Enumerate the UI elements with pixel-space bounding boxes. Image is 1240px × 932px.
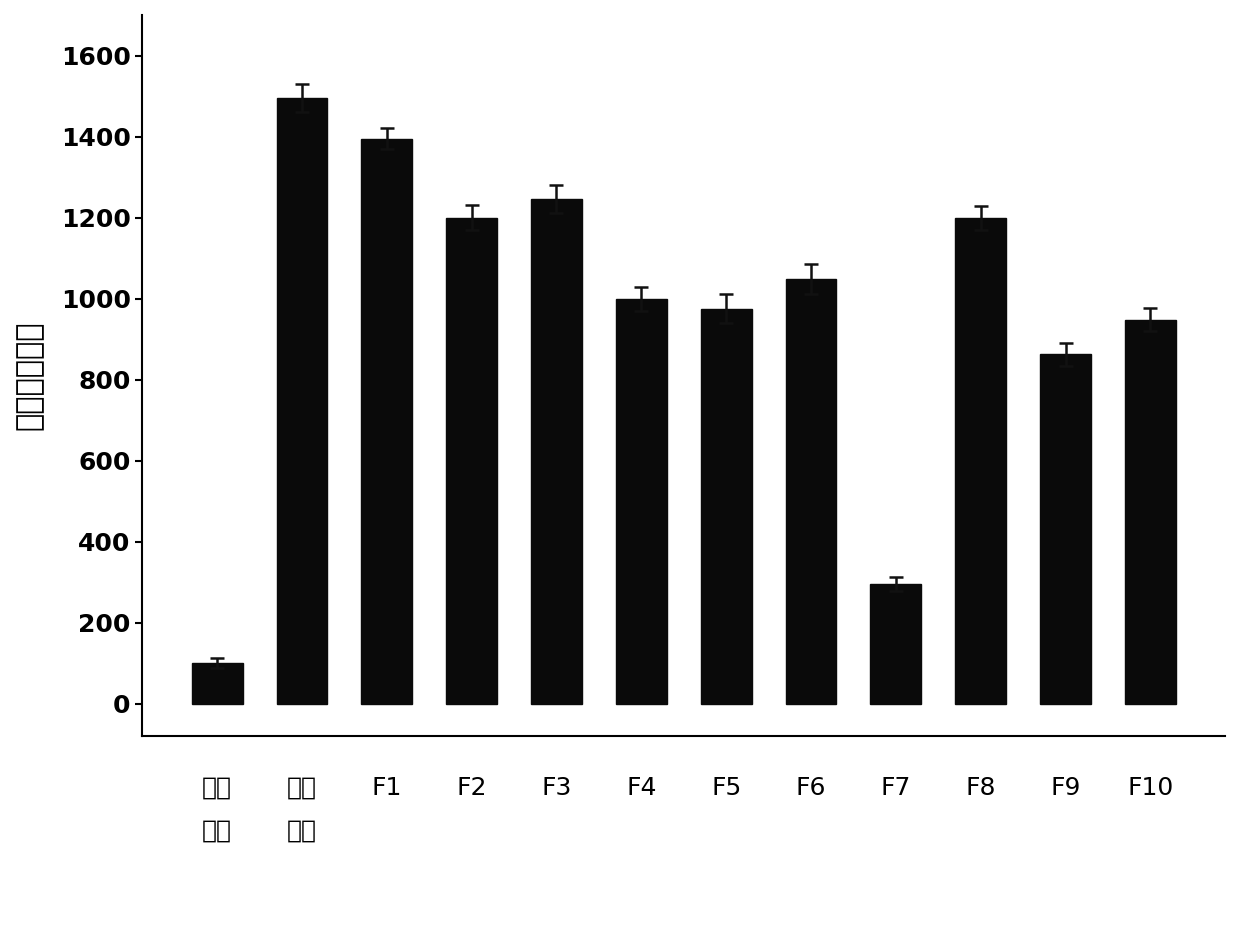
Text: F5: F5 xyxy=(711,775,742,800)
Bar xyxy=(531,199,582,704)
Bar xyxy=(446,217,497,704)
Text: 阳性: 阳性 xyxy=(286,775,317,800)
Bar xyxy=(277,98,327,704)
Text: F2: F2 xyxy=(456,775,487,800)
Text: F1: F1 xyxy=(372,775,402,800)
Text: F3: F3 xyxy=(542,775,572,800)
Text: F8: F8 xyxy=(966,775,996,800)
Text: 对照: 对照 xyxy=(286,819,317,843)
Bar xyxy=(192,663,243,704)
Text: F6: F6 xyxy=(796,775,826,800)
Y-axis label: 荼光素酥活性: 荼光素酥活性 xyxy=(15,321,43,431)
Bar xyxy=(786,279,837,704)
Bar xyxy=(616,299,667,704)
Bar xyxy=(361,139,412,704)
Text: F10: F10 xyxy=(1127,775,1173,800)
Bar xyxy=(955,218,1006,704)
Text: F9: F9 xyxy=(1050,775,1081,800)
Bar xyxy=(1040,354,1091,704)
Bar xyxy=(701,308,751,704)
Text: F4: F4 xyxy=(626,775,656,800)
Bar xyxy=(1125,320,1176,704)
Text: 空白: 空白 xyxy=(202,775,232,800)
Bar xyxy=(870,584,921,704)
Text: F7: F7 xyxy=(880,775,911,800)
Text: 对照: 对照 xyxy=(202,819,232,843)
